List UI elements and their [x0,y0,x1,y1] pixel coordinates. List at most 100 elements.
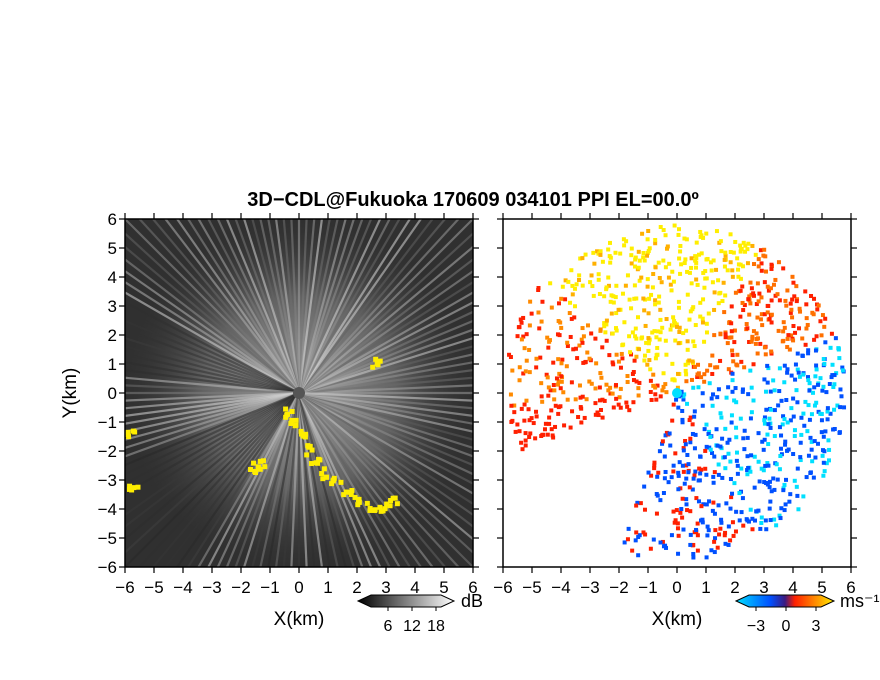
velocity-cell [739,466,744,471]
velocity-cell [587,356,592,361]
snr-beam [125,392,300,541]
velocity-cell [508,354,513,359]
y-tick-label: 3 [108,297,117,316]
velocity-colorbar-bar [734,594,836,608]
velocity-cell [756,257,761,262]
snr-beam [242,219,301,394]
velocity-cell [685,508,690,513]
velocity-cell [613,326,618,331]
velocity-cell [604,322,609,327]
velocity-cell [766,288,771,293]
velocity-cell [797,374,802,379]
snr-highlight-cell [388,498,394,504]
velocity-cell [782,482,787,487]
velocity-cell [572,304,577,309]
velocity-cell [686,462,691,467]
velocity-cell [830,362,835,367]
velocity-cell [693,469,698,474]
velocity-cell [726,524,731,529]
velocity-cell [745,326,750,331]
velocity-cell [618,405,623,410]
snr-beam [298,245,473,394]
snr-beam [298,392,473,485]
velocity-colorbar: −3 0 3 ms⁻¹ [734,591,880,635]
velocity-cell [734,458,739,463]
velocity-cell [731,533,736,538]
velocity-cell [799,432,804,437]
x-tick-label: 1 [323,578,332,597]
velocity-cell [629,253,634,258]
snr-highlight-cell [288,420,294,426]
velocity-cell [563,297,568,302]
velocity-cell [571,347,576,352]
velocity-cell [646,336,651,341]
velocity-cell [583,360,588,365]
velocity-cell [671,279,676,284]
snr-beam [186,392,300,567]
velocity-cell [663,469,668,474]
velocity-cell [777,389,782,394]
velocity-cell [682,481,687,486]
velocity-cell [694,265,699,270]
velocity-cell [592,261,597,266]
velocity-cell [593,412,598,417]
velocity-cell [685,269,690,274]
snr-beam [298,345,473,395]
velocity-cell [599,375,604,380]
velocity-cell [664,390,669,395]
velocity-cell [716,462,721,467]
velocity-cell [796,326,801,331]
velocity-cell [677,460,682,465]
velocity-cell [635,315,640,320]
velocity-cell [687,270,692,275]
velocity-cell [517,429,522,434]
velocity-cell [569,380,574,385]
velocity-cell [641,255,646,260]
velocity-cell [814,363,819,368]
velocity-cell [712,290,717,295]
velocity-cell [729,304,734,309]
velocity-cell [637,380,642,385]
velocity-cell [593,401,598,406]
velocity-cell [737,491,742,496]
velocity-cell [696,362,701,367]
velocity-cell [684,463,689,468]
velocity-cell [720,299,725,304]
velocity-cell [700,320,705,325]
velocity-cell [515,334,520,339]
snr-beam [125,391,300,425]
velocity-cell [669,288,674,293]
velocity-cell [620,291,625,296]
velocity-cell [762,247,767,252]
velocity-cell [717,532,722,537]
velocity-cell [580,256,585,261]
snr-beam [298,219,391,394]
velocity-cell [534,365,539,370]
snr-beam [298,392,473,476]
velocity-cell [585,323,590,328]
velocity-cell [648,378,653,383]
snr-beam [298,391,473,433]
velocity-cell [828,411,833,416]
velocity-cell [630,548,635,553]
velocity-cell [536,310,541,315]
velocity-cell [702,379,707,384]
velocity-cell [738,276,743,281]
velocity-cell [745,261,750,266]
snr-beam [125,353,300,395]
velocity-cell [715,443,720,448]
velocity-cell [543,421,548,426]
velocity-cell [814,334,819,339]
snr-beam [251,219,301,394]
velocity-cell [804,302,809,307]
velocity-cell [647,246,652,251]
velocity-cell [687,317,692,322]
velocity-cell [734,400,739,405]
velocity-cell [545,335,550,340]
velocity-cell [699,251,704,256]
velocity-cell [703,448,708,453]
velocity-cell [726,542,731,547]
snr-beam [297,219,339,394]
velocity-cell [657,337,662,342]
velocity-cell [533,436,538,441]
